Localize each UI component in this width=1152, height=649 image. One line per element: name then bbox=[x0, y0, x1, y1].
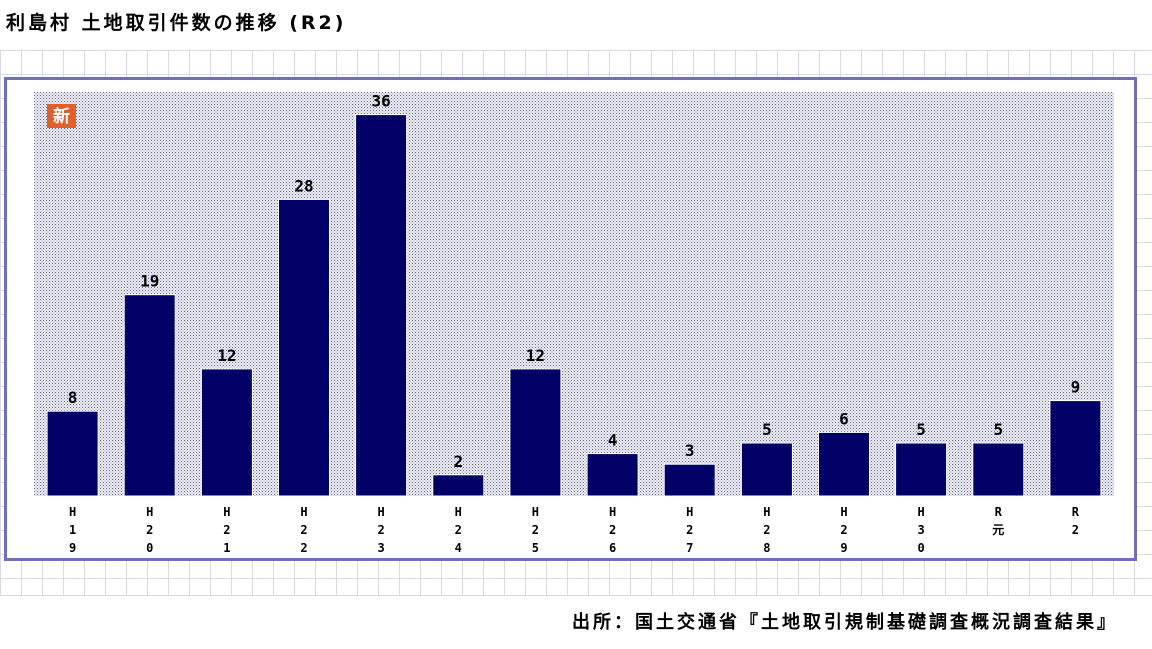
source-note: 出所：国土交通省『土地取引規制基礎調査概況調査結果』 bbox=[572, 612, 1118, 633]
data-label-H26: 4 bbox=[608, 431, 618, 450]
data-label-R元: 5 bbox=[993, 420, 1003, 439]
footer-band bbox=[0, 595, 1152, 649]
bar-H23 bbox=[355, 114, 408, 497]
bar-R元 bbox=[972, 442, 1025, 497]
bar-H30 bbox=[895, 442, 948, 497]
bar-H29 bbox=[818, 431, 870, 497]
bar-H19 bbox=[46, 410, 99, 497]
data-label-H27: 3 bbox=[685, 441, 695, 460]
bar-H20 bbox=[123, 294, 176, 497]
plot-area bbox=[34, 92, 1114, 496]
bar-R2 bbox=[1049, 400, 1102, 497]
data-label-H29: 6 bbox=[839, 409, 849, 428]
bar-H22 bbox=[278, 198, 330, 497]
bar-H28 bbox=[740, 442, 793, 497]
bar-H27 bbox=[663, 463, 716, 497]
bar-H21 bbox=[200, 368, 253, 497]
new-badge: 新 bbox=[47, 104, 76, 128]
data-label-H28: 5 bbox=[762, 420, 772, 439]
data-label-H20: 19 bbox=[140, 272, 159, 291]
data-label-H25: 12 bbox=[526, 346, 545, 365]
data-label-H19: 8 bbox=[68, 388, 78, 407]
new-badge-text: 新 bbox=[53, 106, 70, 127]
bar-H26 bbox=[586, 453, 639, 497]
data-label-H22: 28 bbox=[294, 176, 313, 195]
data-label-H30: 5 bbox=[916, 420, 926, 439]
data-label-H24: 2 bbox=[453, 452, 463, 471]
page-title: 利島村 土地取引件数の推移 (R2) bbox=[6, 12, 347, 34]
header-band bbox=[0, 0, 1152, 51]
bar-chart: 8 19 12 28 36 2 12 4 3 5 6 5 5 9 H 1 9 H 2 0 H 2 1 H 2 2 H 2 3 H 2 4 H 2… bbox=[34, 92, 1114, 555]
data-label-R2: 9 bbox=[1071, 378, 1081, 397]
bar-H25 bbox=[509, 368, 562, 497]
bar-H24 bbox=[432, 474, 485, 497]
data-label-H21: 12 bbox=[217, 346, 236, 365]
data-label-H23: 36 bbox=[371, 92, 390, 111]
